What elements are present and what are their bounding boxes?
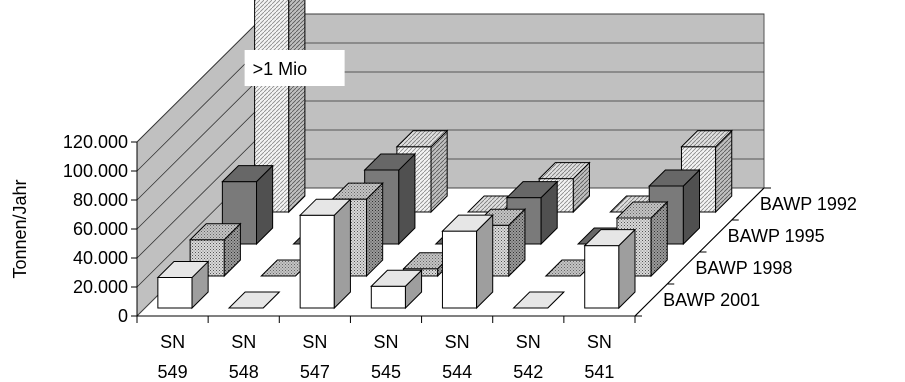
bar-top: [298, 198, 352, 216]
bar-front: [299, 214, 335, 309]
bar-top: [441, 214, 494, 232]
bar-top: [512, 291, 566, 309]
bar-front: [584, 245, 620, 309]
bar: [370, 269, 423, 310]
bar-top: [363, 153, 417, 171]
x-category-label: SN: [231, 332, 256, 352]
y-tick-label: 20.000: [73, 277, 128, 297]
y-tick-label: 60.000: [73, 219, 128, 239]
series-label: BAWP 1992: [760, 194, 857, 214]
bar-side: [333, 197, 351, 310]
bar-top: [648, 169, 701, 187]
bar-top: [680, 130, 733, 148]
x-category-label: SN: [373, 332, 398, 352]
annotation-label: >1 Mio: [253, 59, 308, 79]
x-category-label: SN: [445, 332, 470, 352]
chart-bars: [156, 0, 733, 310]
x-category-label: 541: [584, 362, 614, 382]
bar: [156, 260, 210, 310]
bar-front: [441, 230, 478, 309]
series-label: BAWP 2001: [663, 290, 760, 310]
bar-top: [188, 223, 242, 241]
x-category-label: SN: [160, 332, 185, 352]
chart-axes: [131, 141, 771, 323]
bar-top: [156, 261, 210, 279]
x-category-label: 549: [158, 362, 188, 382]
bar-side: [288, 0, 306, 214]
x-category-label: 547: [300, 362, 330, 382]
bar: [583, 228, 637, 310]
bar-top: [505, 181, 559, 199]
bar-top: [331, 182, 384, 200]
bar-top: [395, 130, 449, 148]
bar-top: [615, 201, 669, 219]
x-category-label: 548: [229, 362, 259, 382]
x-category-label: SN: [516, 332, 541, 352]
bar: [512, 291, 566, 309]
bar-top: [221, 165, 274, 183]
x-category-label: 544: [442, 362, 472, 382]
y-axis-title: Tonnen/Jahr: [10, 179, 30, 278]
y-tick-label: 0: [118, 306, 128, 326]
bar: [441, 213, 494, 310]
bar-top: [227, 291, 281, 309]
bar-top: [583, 229, 637, 247]
series-label: BAWP 1998: [695, 258, 792, 278]
bar-top: [370, 269, 423, 287]
y-tick-label: 120.000: [63, 132, 128, 152]
bar: [188, 222, 242, 278]
y-tick-label: 40.000: [73, 248, 128, 268]
x-category-label: SN: [587, 332, 612, 352]
bar: [227, 291, 281, 309]
series-label: BAWP 1995: [728, 226, 825, 246]
x-category-label: SN: [302, 332, 327, 352]
x-category-label: 545: [371, 362, 401, 382]
annotation-box: [244, 50, 345, 86]
y-tick-label: 80.000: [73, 190, 128, 210]
y-tick-label: 100.000: [63, 161, 128, 181]
x-category-label: 542: [513, 362, 543, 382]
bar: [298, 197, 352, 310]
chart-labels: 0 20.000 40.000 60.000 80.000 100.000 120.000 S…: [10, 50, 857, 382]
bar-top: [537, 162, 591, 180]
bar-front: [157, 277, 193, 309]
bar-front: [370, 285, 406, 309]
